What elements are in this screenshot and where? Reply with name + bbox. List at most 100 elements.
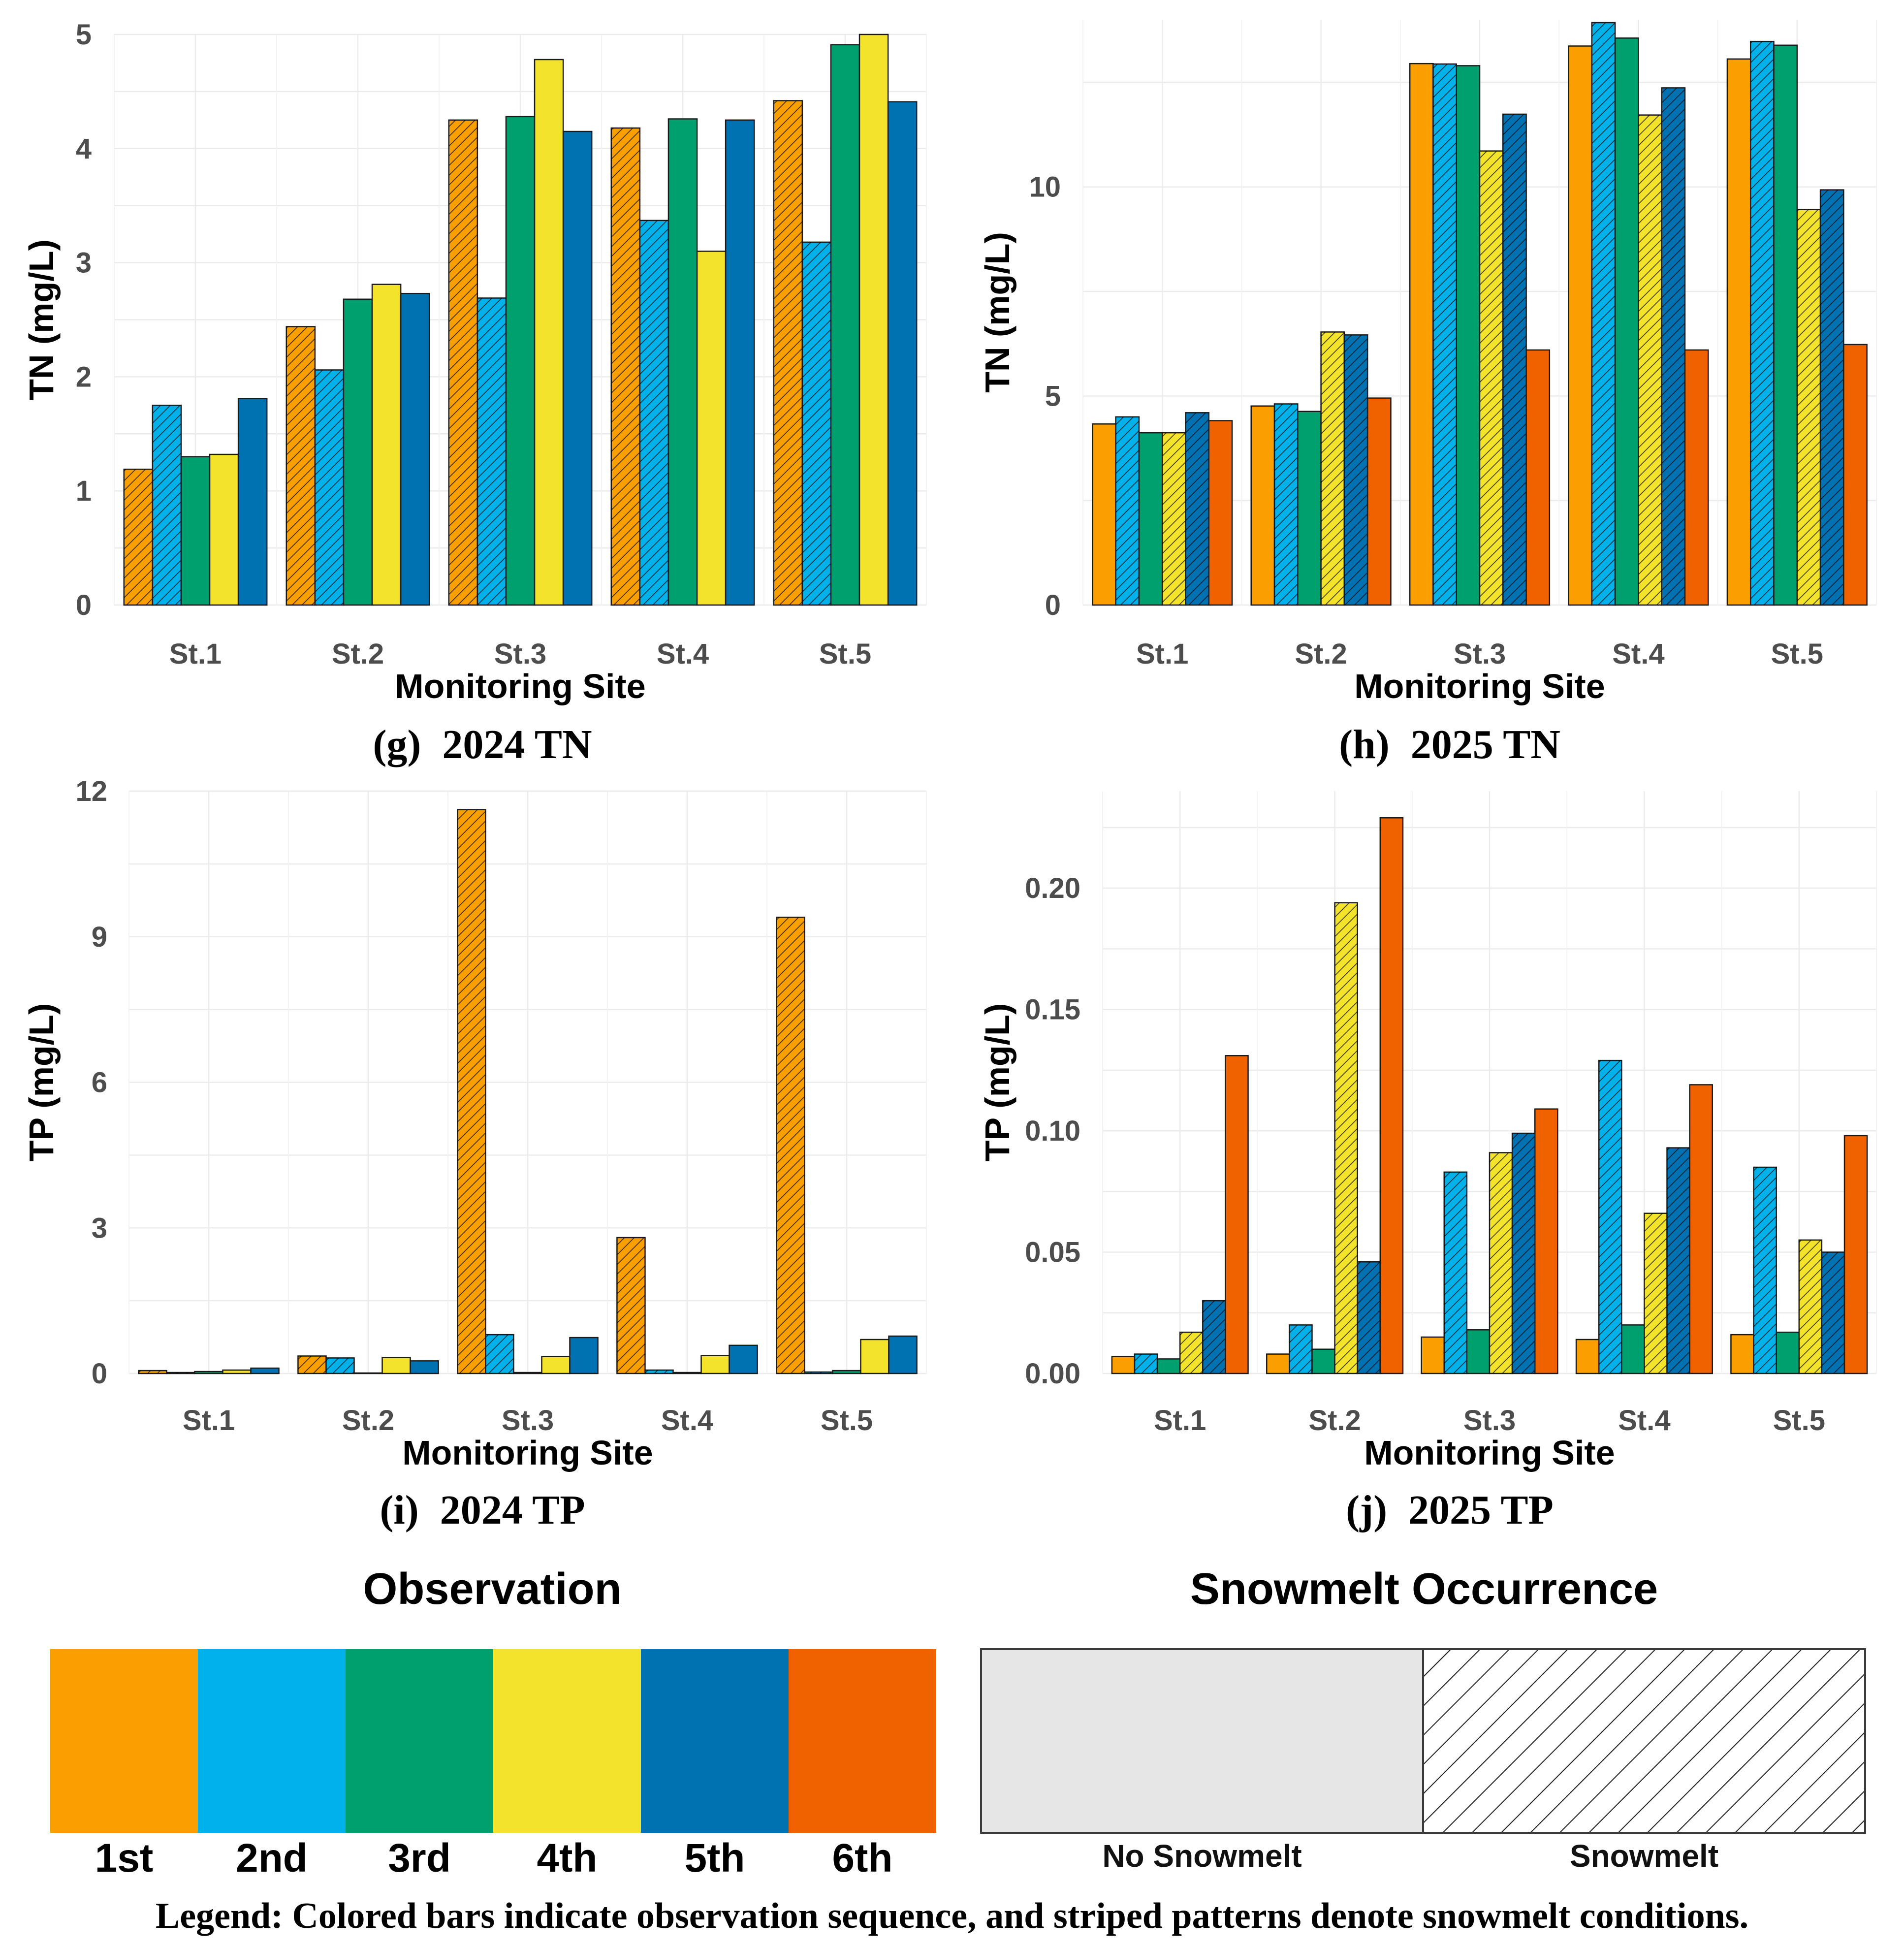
bar-hatch-j-St4-4th [1644,1213,1667,1373]
bar-g-St4-4th [696,251,727,606]
bar-hatch-h-St2-4th [1321,332,1344,605]
bar-h-St5-6th [1843,344,1868,606]
bar-h-St5-1st [1726,58,1751,606]
observation-swatches: 1st 2nd 3rd 4th 5th 6th [50,1649,936,1881]
y-tick-label: 0 [92,1358,107,1390]
bar-hatch-j-St1-5th [1203,1301,1226,1373]
bar-hatch-j-St2-5th [1357,1262,1380,1373]
y-tick-label: 2 [76,361,92,393]
bar-j-St2-1st [1266,1353,1290,1374]
bar-hatch-i-St2-2nd [326,1358,354,1373]
y-tick-label: 0 [76,589,92,621]
x-axis-title: Monitoring Site [1354,667,1605,705]
y-tick-label: 0.20 [1025,872,1080,904]
bar-hatch-j-St2-4th [1334,902,1358,1373]
bar-hatch-i-St2-1st [298,1356,326,1373]
bar-hatch-j-St3-5th [1512,1133,1535,1373]
bar-hatch-j-St5-5th [1821,1252,1845,1373]
bar-h-St4-1st [1568,45,1593,606]
y-tick-label: 5 [76,19,92,51]
x-tick-label: St.1 [169,638,222,670]
bar-h-St2-1st [1250,405,1275,606]
bar-hatch-h-St4-4th [1638,115,1662,605]
bar-g-St4-5th [725,119,755,606]
bar-hatch-h-St1-4th [1162,433,1186,605]
x-tick-label: St.5 [819,638,871,670]
bar-hatch-h-St1-5th [1185,413,1209,605]
y-tick-label: 4 [76,133,92,165]
bar-hatch-j-St2-2nd [1289,1325,1312,1373]
y-tick-label: 1 [76,475,92,507]
bar-j-St2-3rd [1311,1348,1335,1374]
bar-hatch-i-St1-2nd [166,1372,195,1373]
x-tick-label: St.2 [332,638,384,670]
bar-i-St1-5th [250,1367,280,1374]
observation-swatch-3rd [346,1649,493,1833]
bar-g-St2-4th [371,284,402,606]
y-axis-title: TP (mg/L) [22,1003,61,1161]
caption-i: (i) 2024 TP [380,1487,585,1533]
bar-i-St4-4th [700,1355,730,1374]
bar-hatch-j-St1-4th [1180,1332,1203,1373]
x-tick-label: St.3 [1454,638,1506,670]
y-axis-title: TN (mg/L) [22,239,61,400]
bar-j-St1-3rd [1156,1358,1181,1374]
bar-i-St2-4th [381,1357,411,1374]
bar-hatch-h-St2-2nd [1274,404,1298,605]
bar-g-St3-4th [534,59,564,606]
bar-hatch-j-St5-2nd [1753,1167,1777,1373]
x-tick-label: St.4 [661,1404,713,1436]
y-axis-title: TN (mg/L) [978,232,1016,393]
bar-j-St2-6th [1379,817,1404,1374]
bar-hatch-h-St4-5th [1661,88,1685,605]
bar-i-St3-3rd [513,1372,542,1374]
bar-hatch-g-St4-1st [611,128,640,605]
bar-j-St1-6th [1225,1055,1249,1374]
y-tick-label: 0.10 [1025,1115,1080,1147]
bar-g-St5-5th [887,101,918,606]
y-tick-label: 3 [76,247,92,279]
observation-legend-title: Observation [363,1564,621,1614]
bar-g-St1-3rd [180,456,211,606]
x-tick-label: St.1 [1154,1404,1206,1436]
bar-g-St2-5th [400,292,430,606]
x-tick-label: St.3 [502,1404,554,1436]
bar-g-St5-4th [858,33,889,606]
bar-h-St1-1st [1092,423,1116,606]
bar-g-St4-3rd [667,118,698,606]
bar-hatch-g-St1-2nd [152,405,181,605]
bar-h-St5-3rd [1773,44,1798,606]
observation-label-4th: 4th [537,1836,598,1881]
bar-h-St1-6th [1208,420,1233,606]
bar-hatch-i-St5-2nd [804,1372,833,1373]
y-tick-label: 0.15 [1025,994,1080,1026]
bar-hatch-j-St1-2nd [1134,1354,1158,1373]
caption-j: (j) 2025 TP [1346,1487,1554,1533]
bar-hatch-g-St4-2nd [639,220,668,606]
x-tick-label: St.2 [1308,1404,1361,1436]
bar-j-St3-1st [1421,1336,1445,1374]
bar-hatch-i-St3-2nd [485,1335,514,1373]
bar-hatch-h-St4-2nd [1591,22,1616,606]
y-tick-label: 10 [1029,171,1061,203]
bar-hatch-i-St3-1st [457,809,486,1373]
observation-legend: Observation 1st 2nd 3rd 4th 5th 6th [50,1564,936,1881]
x-tick-label: St.4 [1612,638,1664,670]
x-tick-label: St.2 [1295,638,1347,670]
bar-hatch-g-St5-1st [773,100,802,606]
bar-h-St4-3rd [1614,37,1639,606]
observation-swatch-4th [493,1649,641,1833]
snowmelt-legend: Snowmelt Occurrence No Snowmelt Snowmelt [980,1564,1866,1874]
bar-j-St4-3rd [1621,1324,1645,1374]
bar-j-St4-1st [1575,1339,1600,1374]
observation-label-1st: 1st [95,1836,154,1881]
y-axis-title: TP (mg/L) [978,1003,1016,1161]
bar-hatch-h-St3-4th [1480,151,1503,605]
bar-h-St2-6th [1366,397,1392,606]
x-tick-label: St.2 [342,1404,394,1436]
observation-label-5th: 5th [685,1836,745,1881]
no-snowmelt-swatch [980,1648,1424,1834]
bar-i-St1-3rd [194,1371,223,1374]
y-tick-label: 5 [1045,380,1061,412]
bar-hatch-g-St2-2nd [315,370,344,605]
